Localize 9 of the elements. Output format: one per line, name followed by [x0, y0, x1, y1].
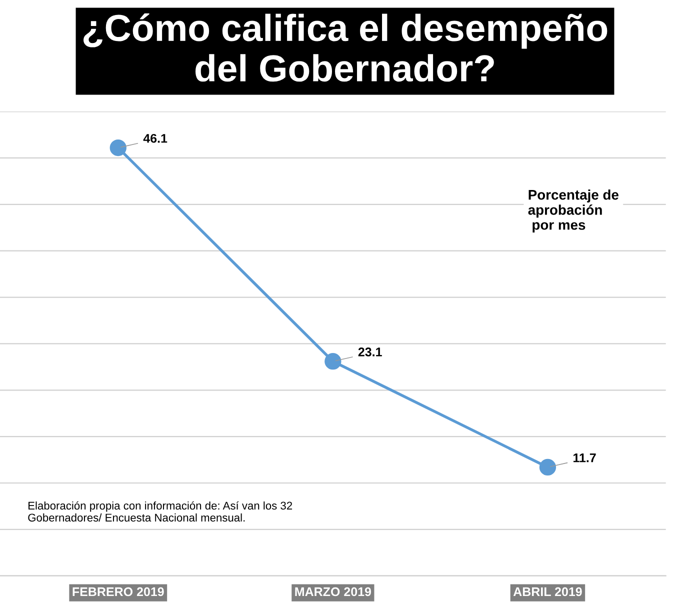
- annotation: Porcentaje de aprobación por mes: [528, 190, 618, 233]
- annotation: Elaboración propia con información de: Así van los 32 Gobernadores/ Encuesta Nacional mensual.: [28, 501, 292, 522]
- data-label: 11.7: [574, 454, 596, 462]
- x-tick-label: MARZO 2019: [295, 587, 372, 596]
- x-tick-label: ABRIL 2019: [513, 587, 582, 596]
- data-label: 46.1: [143, 134, 168, 143]
- chart-title: ¿Cómo califica el desempeño del Gobernador?: [83, 13, 608, 82]
- x-tick-label: FEBRERO 2019: [72, 587, 164, 596]
- data-label: 23.1: [358, 348, 382, 356]
